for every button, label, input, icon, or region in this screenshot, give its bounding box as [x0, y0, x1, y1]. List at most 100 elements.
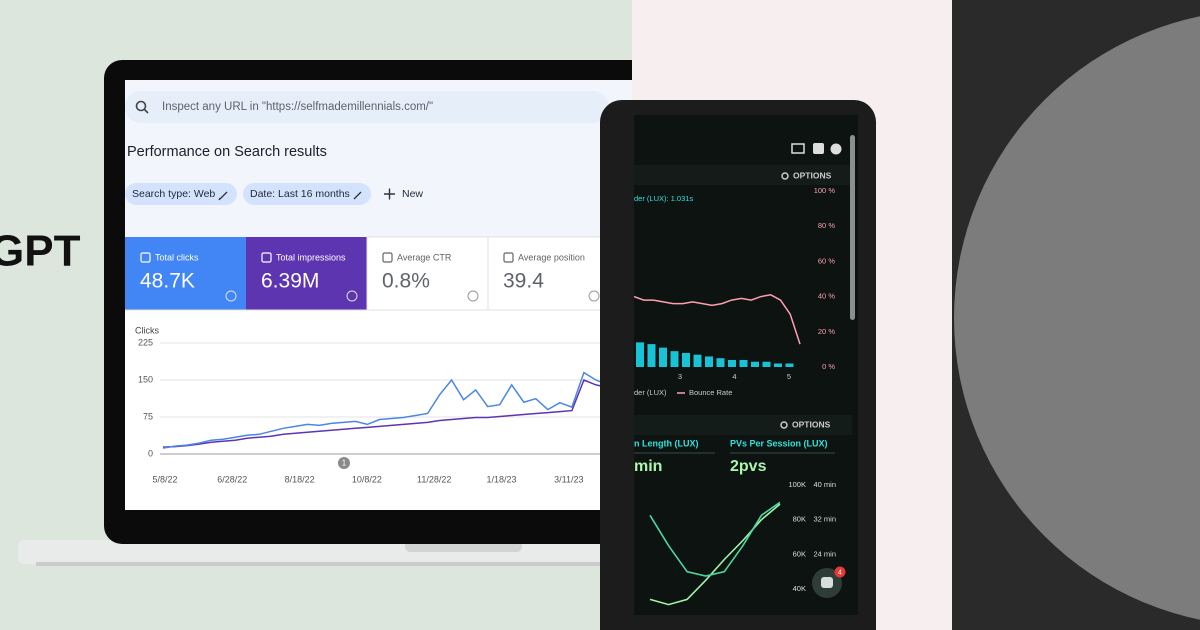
y-axis-label: Clicks	[135, 325, 159, 335]
edit-icon	[353, 191, 362, 200]
y-tick-label: 75	[143, 411, 153, 421]
y-tick-label: 100K	[788, 480, 806, 489]
laptop-shadow	[36, 562, 632, 566]
x-tick-label: 8/18/22	[285, 474, 315, 484]
filter-chip[interactable]	[125, 183, 237, 205]
icon[interactable]	[813, 143, 824, 154]
icon[interactable]	[830, 143, 842, 155]
y-tick-label: 225	[138, 337, 153, 347]
help-icon	[467, 290, 479, 302]
bar	[682, 352, 690, 367]
bar	[636, 342, 644, 367]
y-tick-label: 100 %	[814, 186, 836, 195]
badge-count: 4	[838, 569, 842, 576]
x-tick-label: 4	[732, 372, 736, 381]
metric-value: 39.4	[503, 270, 544, 293]
bar	[670, 351, 679, 367]
line-series	[162, 371, 630, 449]
filter-chip[interactable]	[243, 183, 371, 205]
metric-label: Average CTR	[397, 252, 452, 262]
annotation-label: 1	[342, 459, 347, 468]
caption: der (LUX): 1.031s	[634, 194, 693, 203]
bar	[647, 344, 656, 367]
chat-badge	[834, 566, 846, 578]
legend-label: der (LUX)	[634, 388, 667, 397]
x-tick-label: 5	[787, 372, 791, 381]
bar	[751, 361, 759, 367]
chat-icon	[821, 577, 833, 588]
y-tick-label: 80K	[793, 515, 806, 524]
bar	[762, 361, 771, 367]
section-bar	[634, 415, 852, 435]
scrollbar[interactable]	[850, 135, 855, 320]
bar	[774, 363, 782, 367]
y-tick-label: 40K	[793, 584, 806, 593]
heading: Performance on Search results	[127, 144, 327, 160]
x-tick-label: 5/8/22	[152, 474, 177, 484]
x-tick-label: 3/11/23	[554, 474, 583, 484]
section-bar	[634, 165, 852, 185]
y2-tick-label: 32 min	[813, 515, 836, 524]
x-tick-label: 6/28/22	[217, 474, 247, 484]
metric-label: Average position	[518, 252, 585, 262]
headline: GPT	[0, 227, 81, 276]
metric-value: min	[634, 458, 662, 475]
gear-icon	[781, 172, 789, 180]
legend-label: Bounce Rate	[689, 388, 732, 397]
y-tick-label: 0	[148, 448, 153, 458]
y-tick-label: 20 %	[818, 327, 835, 336]
edit-icon	[218, 191, 228, 201]
y-tick-label: 80 %	[818, 221, 835, 230]
line-series	[649, 501, 781, 577]
y-tick-label: 60 %	[818, 256, 835, 265]
bar	[705, 356, 713, 367]
x-tick-label: 3	[678, 372, 682, 381]
gear-icon	[780, 421, 788, 429]
circle-decor	[954, 16, 1200, 620]
help-icon	[588, 290, 600, 302]
y-tick-label: 40 %	[818, 292, 835, 301]
icon[interactable]	[791, 143, 805, 154]
bar	[739, 359, 748, 367]
y-tick-label: 150	[138, 374, 153, 384]
metric-value: 0.8%	[382, 270, 430, 293]
metric-header: PVs Per Session (LUX)	[730, 438, 828, 448]
bar	[716, 358, 725, 367]
line-series	[634, 294, 801, 345]
bar	[728, 359, 736, 367]
line-series	[649, 503, 781, 606]
x-tick-label: 10/8/22	[352, 474, 382, 484]
metric-value: 6.39M	[261, 270, 319, 293]
bar	[659, 347, 667, 367]
metric-label: Total clicks	[155, 252, 199, 262]
x-tick-label: 11/28/22	[417, 474, 451, 484]
help-icon	[346, 290, 358, 302]
checkbox	[261, 252, 272, 263]
search-placeholder[interactable]: Inspect any URL in "https://selfmademill…	[162, 101, 433, 113]
checkbox	[503, 252, 514, 263]
bar	[693, 354, 702, 367]
metric-value: 48.7K	[140, 270, 195, 293]
y2-tick-label: 40 min	[813, 480, 836, 489]
options-label[interactable]: OPTIONS	[792, 419, 831, 429]
annotation-marker[interactable]	[338, 457, 350, 469]
metric-card[interactable]	[366, 236, 489, 311]
search-icon	[135, 100, 147, 112]
help-icon	[225, 290, 237, 302]
checkbox	[382, 252, 393, 263]
y-tick-label: 0 %	[822, 362, 835, 371]
plus-icon	[384, 188, 395, 200]
search-icon	[143, 108, 149, 114]
x-tick-label: 1/18/23	[486, 474, 516, 484]
metric-label: Total impressions	[276, 252, 346, 262]
filter-text: Search type: Web	[132, 188, 215, 200]
bar	[785, 363, 794, 367]
options-label[interactable]: OPTIONS	[793, 170, 832, 180]
metric-value: 2pvs	[730, 458, 767, 475]
y2-tick-label: 24 min	[813, 549, 836, 558]
filter-text: Date: Last 16 months	[250, 188, 350, 200]
y-tick-label: 60K	[793, 549, 806, 558]
new-button[interactable]: New	[402, 188, 423, 200]
